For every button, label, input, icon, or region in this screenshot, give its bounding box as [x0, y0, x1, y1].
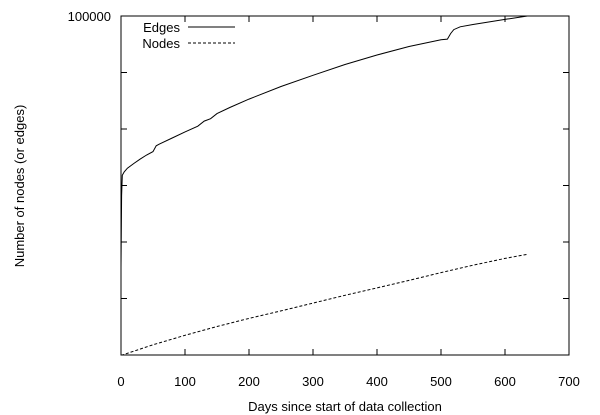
- x-tick-label: 400: [366, 374, 388, 389]
- legend: Edges Nodes: [142, 20, 235, 51]
- legend-label-edges: Edges: [143, 20, 180, 35]
- axis-ticks: [120, 15, 570, 356]
- x-tick-labels: 0 100 200 300 400 500 600 700: [117, 374, 579, 389]
- x-tick-label: 300: [302, 374, 324, 389]
- plot-frame: [120, 15, 570, 356]
- series-line-nodes: [121, 253, 528, 356]
- x-tick-label: 700: [558, 374, 580, 389]
- x-tick-label: 600: [494, 374, 516, 389]
- y-axis-label: Number of nodes (or edges): [12, 105, 27, 268]
- series-line-edges: [120, 15, 528, 267]
- y-tick-label-top: 100000: [68, 9, 111, 24]
- x-axis-label: Days since start of data collection: [248, 399, 442, 414]
- legend-label-nodes: Nodes: [142, 36, 180, 51]
- x-tick-label: 100: [174, 374, 196, 389]
- x-tick-label: 500: [430, 374, 452, 389]
- x-tick-label: 200: [238, 374, 260, 389]
- series-lines: [120, 15, 528, 356]
- x-tick-label: 0: [117, 374, 124, 389]
